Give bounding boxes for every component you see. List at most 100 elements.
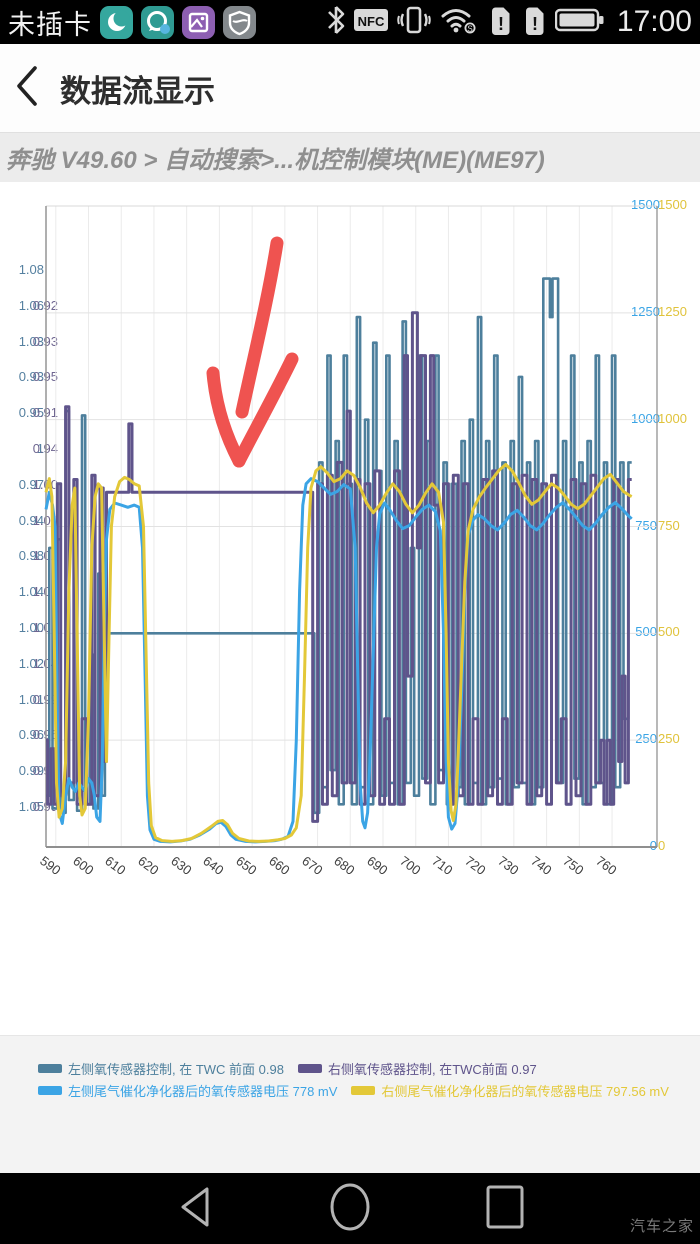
data-stream-chart[interactable]: 1.08 1.06 0.92 1.03 0.93 0.93 0.95 0.95 0.91 1 0.9…: [0, 182, 700, 1099]
axis-tick-label: 0.94: [18, 512, 44, 528]
lower-panel: [0, 1035, 700, 1173]
axis-tick-label: 0.95: [32, 369, 58, 385]
back-triangle-icon: [177, 1185, 213, 1234]
axis-tick-label: 1.05: [18, 799, 44, 814]
axis-tick-label: 500: [635, 624, 657, 640]
axis-tick-label: 0.93: [32, 333, 58, 349]
axis-tick-label: 690: [364, 853, 391, 878]
axis-tick-label: 250: [658, 731, 680, 747]
axis-tick-label: 250: [635, 731, 657, 747]
nav-back-button[interactable]: [173, 1187, 217, 1231]
chevron-left-icon: [13, 64, 39, 113]
axis-tick-label: 1.03: [18, 333, 44, 349]
svg-text:S: S: [467, 24, 472, 33]
legend-label: 右侧尾气催化净化器后的氧传感器电压 797.56 mV: [381, 1084, 669, 1099]
legend-item-left-postcat-voltage: 左侧尾气催化净化器后的氧传感器电压 778 mV: [38, 1081, 337, 1100]
axis-tick-label: 760: [593, 853, 620, 878]
recents-square-icon: [485, 1184, 525, 1235]
sim2-alert-icon: !: [521, 4, 547, 41]
svg-text:!: !: [498, 14, 504, 34]
no-sim-label: 未插卡: [8, 9, 92, 40]
svg-text:!: !: [532, 14, 538, 34]
legend-label: 左侧尾气催化净化器后的氧传感器电压 778 mV: [68, 1084, 338, 1099]
axis-tick-label: 1.06: [18, 297, 44, 313]
legend-row-2: 左侧尾气催化净化器后的氧传感器电压 778 mV 右侧尾气催化净化器后的氧传感器…: [38, 1081, 669, 1100]
axis-tick-label: 640: [200, 853, 227, 878]
axis-tick-label: 0.96: [32, 727, 58, 743]
axis-tick-label: 710: [429, 853, 456, 878]
axis-tick-label: 1.02: [32, 548, 58, 564]
axis-tick-label: 0.92: [32, 297, 58, 313]
axis-tick-label: 0.94: [32, 441, 58, 456]
axis-tick-label: 1000: [658, 410, 687, 426]
axis-tick-label: 0: [649, 838, 657, 853]
axis-tick-label: 0: [658, 838, 666, 853]
legend-item-right-postcat-voltage: 右侧尾气催化净化器后的氧传感器电压 797.56 mV: [351, 1081, 669, 1100]
axis-tick-label: 750: [635, 517, 657, 533]
axis-tick-label: 1250: [631, 303, 660, 319]
axis-tick-label: 1000: [631, 410, 660, 426]
axis-tick-label: 1: [36, 441, 44, 456]
axis-tick-label: 750: [560, 853, 587, 878]
chart-legend: 左侧氧传感器控制, 在 TWC 前面 0.98 右侧氧传感器控制, 在TWC前面…: [38, 1059, 669, 1100]
nav-home-button[interactable]: [328, 1183, 372, 1231]
sim1-alert-icon: !: [487, 4, 513, 41]
legend-row-1: 左侧氧传感器控制, 在 TWC 前面 0.98 右侧氧传感器控制, 在TWC前面…: [38, 1059, 669, 1078]
axis-tick-label: 600: [69, 853, 97, 878]
qq-app-icon: [141, 5, 174, 39]
axis-tick-label: 660: [266, 853, 293, 878]
axis-tick-label: 0.97: [18, 476, 44, 492]
home-circle-icon: [328, 1183, 372, 1236]
breadcrumb-bar: 奔驰 V49.60 > 自动搜索>...机控制模块(ME)(ME97): [0, 132, 700, 182]
axis-tick-label: 1.03: [32, 512, 58, 528]
gallery-app-icon: [182, 5, 215, 39]
legend-item-left-o2-control: 左侧氧传感器控制, 在 TWC 前面 0.98: [38, 1059, 284, 1078]
legend-item-right-o2-control: 右侧氧传感器控制, 在TWC前面 0.97: [297, 1059, 537, 1078]
axis-tick-label: 1.01: [32, 584, 58, 600]
axis-tick-label: 1.02: [18, 655, 44, 671]
legend-label: 右侧氧传感器控制, 在TWC前面 0.97: [327, 1062, 537, 1077]
axis-tick-label: 0.99: [18, 763, 44, 779]
title-bar: 数据流显示: [0, 44, 700, 132]
axis-tick-label: 0.95: [18, 405, 44, 421]
axis-tick-label: 1.01: [18, 691, 44, 707]
back-button[interactable]: [0, 58, 52, 118]
axis-tick-label: 740: [527, 853, 555, 878]
axis-tick-label: 500: [658, 624, 680, 640]
axis-tick-label: 1.00: [32, 476, 58, 492]
bluetooth-icon: [327, 4, 345, 41]
axis-tick-label: 0.93: [18, 369, 44, 385]
status-bar: 未插卡 NFC S: [0, 0, 700, 44]
legend-swatch-blue: [38, 1086, 62, 1095]
axis-tick-label: 0.99: [32, 691, 58, 707]
axis-tick-label: 1.04: [18, 584, 44, 600]
axis-tick-label: 670: [298, 853, 326, 878]
page-title: 数据流显示: [60, 73, 215, 109]
axis-tick-label: 700: [396, 853, 424, 878]
axis-tick-label: 590: [36, 853, 64, 878]
status-bar-left: 未插卡: [8, 3, 256, 42]
legend-swatch-purple: [297, 1064, 322, 1073]
moon-app-icon: [100, 5, 133, 39]
axis-tick-label: 1.00: [18, 620, 44, 635]
axis-tick-label: 1500: [631, 197, 660, 212]
axis-tick-label: 610: [102, 853, 129, 878]
vibrate-icon: [397, 4, 431, 41]
android-nav-bar: 汽车之家: [0, 1173, 700, 1244]
legend-label: 左侧氧传感器控制, 在 TWC 前面 0.98: [68, 1062, 284, 1077]
axis-tick-label: 620: [135, 853, 162, 878]
axis-tick-label: 650: [233, 853, 260, 878]
shield-app-icon: [223, 5, 256, 39]
wifi-icon: S: [439, 5, 479, 40]
axis-labels-layer: 1.08 1.06 0.92 1.03 0.93 0.93 0.95 0.95 0.91 1 0.9…: [0, 182, 700, 1035]
axis-tick-label: 1500: [658, 197, 687, 212]
battery-icon: [554, 6, 605, 39]
axis-tick-label: 750: [658, 517, 680, 533]
status-bar-right: NFC S ! ! 17:00: [327, 4, 692, 41]
axis-tick-label: 1250: [658, 303, 687, 319]
nav-recents-button[interactable]: [483, 1185, 527, 1231]
axis-tick-label: 680: [331, 853, 358, 878]
axis-tick-label: 0.99: [32, 799, 58, 814]
axis-tick-label: 720: [462, 853, 489, 878]
